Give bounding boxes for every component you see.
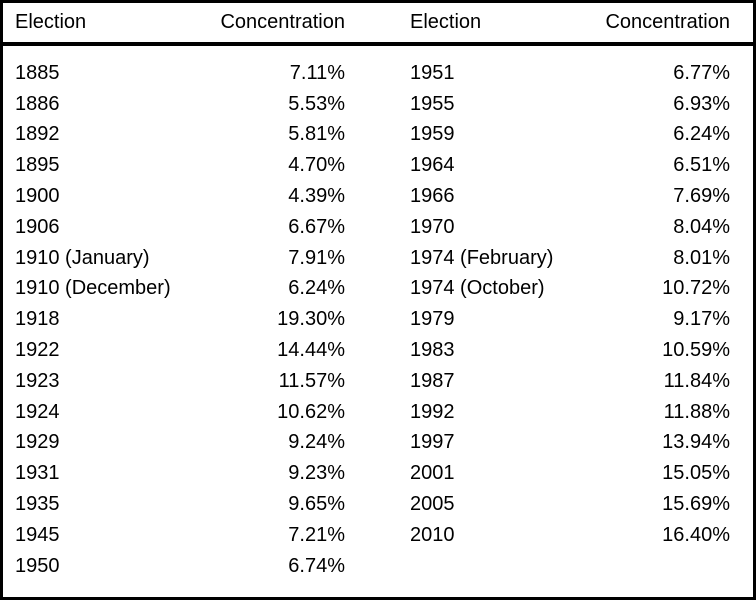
election-cell: 1945: [15, 523, 60, 546]
header-concentration-left: Concentration: [220, 11, 345, 33]
concentration-cell: 6.74%: [288, 554, 345, 577]
concentration-cell: 9.24%: [288, 431, 345, 454]
election-cell: 1929: [15, 431, 60, 454]
concentration-cell: 6.24%: [673, 123, 730, 146]
table-row: 1886 5.53% 1955 6.93%: [3, 89, 753, 120]
concentration-cell: 4.70%: [288, 154, 345, 177]
election-cell: 1966: [410, 185, 455, 208]
table-row: 1924 10.62% 1992 11.88%: [3, 397, 753, 428]
election-cell: 1906: [15, 215, 60, 238]
concentration-cell: 8.04%: [673, 215, 730, 238]
table-row: 1918 19.30% 1979 9.17%: [3, 304, 753, 335]
concentration-cell: 6.67%: [288, 215, 345, 238]
concentration-cell: 7.69%: [673, 185, 730, 208]
concentration-cell: 14.44%: [277, 339, 345, 362]
concentration-cell: 9.17%: [673, 308, 730, 331]
concentration-cell: 11.57%: [278, 369, 345, 392]
election-cell: 1924: [15, 400, 60, 423]
concentration-cell: 7.11%: [289, 61, 345, 84]
table-row: 1885 7.11% 1951 6.77%: [3, 58, 753, 89]
election-cell: 1895: [15, 154, 60, 177]
election-cell: 1918: [15, 308, 60, 331]
concentration-cell: 9.65%: [288, 493, 345, 516]
concentration-cell: 6.51%: [673, 154, 730, 177]
election-cell: 2010: [410, 523, 455, 546]
election-cell: 1935: [15, 493, 60, 516]
election-cell: 2005: [410, 493, 455, 516]
election-cell: 1922: [15, 339, 60, 362]
election-cell: 1886: [15, 92, 60, 115]
concentration-cell: 4.39%: [288, 185, 345, 208]
election-cell: 1997: [410, 431, 455, 454]
concentration-cell: 10.59%: [662, 339, 730, 362]
election-cell: 1974 (February): [410, 246, 554, 269]
election-cell: 1923: [15, 369, 60, 392]
concentration-cell: 6.24%: [288, 277, 345, 300]
concentration-cell: 9.23%: [288, 462, 345, 485]
header-concentration-right: Concentration: [605, 11, 730, 33]
election-cell: 1987: [410, 369, 455, 392]
concentration-cell: 10.72%: [662, 277, 730, 300]
election-cell: 1910 (December): [15, 277, 171, 300]
concentration-cell: 15.05%: [662, 462, 730, 485]
table-row: 1935 9.65% 2005 15.69%: [3, 489, 753, 520]
concentration-cell: 6.93%: [673, 92, 730, 115]
concentration-cell: 13.94%: [662, 431, 730, 454]
table-row: 1910 (January) 7.91% 1974 (February) 8.01%: [3, 243, 753, 274]
election-cell: 1959: [410, 123, 455, 146]
concentration-cell: 5.53%: [288, 92, 345, 115]
concentration-cell: 8.01%: [673, 246, 730, 269]
concentration-cell: 10.62%: [277, 400, 345, 423]
table-row: 1910 (December) 6.24% 1974 (October) 10.72%: [3, 274, 753, 305]
concentration-cell: 5.81%: [288, 123, 345, 146]
table-row: 1923 11.57% 1987 11.84%: [3, 366, 753, 397]
table-row: 1929 9.24% 1997 13.94%: [3, 428, 753, 459]
table-row: 1892 5.81% 1959 6.24%: [3, 120, 753, 151]
table-row: 1950 6.74%: [3, 551, 753, 582]
election-cell: 1992: [410, 400, 455, 423]
concentration-cell: 6.77%: [673, 61, 730, 84]
table-body: 1885 7.11% 1951 6.77% 1886 5.53% 1955 6.93% 1892…: [3, 46, 753, 582]
concentration-cell: 15.69%: [662, 493, 730, 516]
election-cell: 1892: [15, 123, 60, 146]
concentration-cell: 19.30%: [277, 308, 345, 331]
table-row: 1906 6.67% 1970 8.04%: [3, 212, 753, 243]
election-cell: 1950: [15, 554, 60, 577]
concentration-cell: 16.40%: [662, 523, 730, 546]
election-cell: 1951: [410, 61, 455, 84]
election-cell: 1964: [410, 154, 455, 177]
election-cell: 1970: [410, 215, 455, 238]
table-header-row: Election Concentration Election Concentr…: [3, 3, 753, 46]
election-cell: 1983: [410, 339, 455, 362]
table-row: 1931 9.23% 2001 15.05%: [3, 458, 753, 489]
table-row: 1900 4.39% 1966 7.69%: [3, 181, 753, 212]
election-cell: 1974 (October): [410, 277, 545, 300]
election-cell: 1979: [410, 308, 455, 331]
concentration-cell: 11.84%: [663, 369, 730, 392]
election-cell: 1955: [410, 92, 455, 115]
election-cell: 2001: [410, 462, 455, 485]
header-election-right: Election: [410, 11, 482, 33]
table-row: 1922 14.44% 1983 10.59%: [3, 335, 753, 366]
election-cell: 1900: [15, 185, 60, 208]
header-election-left: Election: [15, 11, 87, 33]
table-row: 1945 7.21% 2010 16.40%: [3, 520, 753, 551]
concentration-cell: 7.21%: [288, 523, 345, 546]
election-cell: 1931: [15, 462, 60, 485]
concentration-cell: 7.91%: [288, 246, 345, 269]
election-cell: 1910 (January): [15, 246, 150, 269]
table-row: 1895 4.70% 1964 6.51%: [3, 150, 753, 181]
concentration-cell: 11.88%: [663, 400, 730, 423]
election-cell: 1885: [15, 61, 60, 84]
